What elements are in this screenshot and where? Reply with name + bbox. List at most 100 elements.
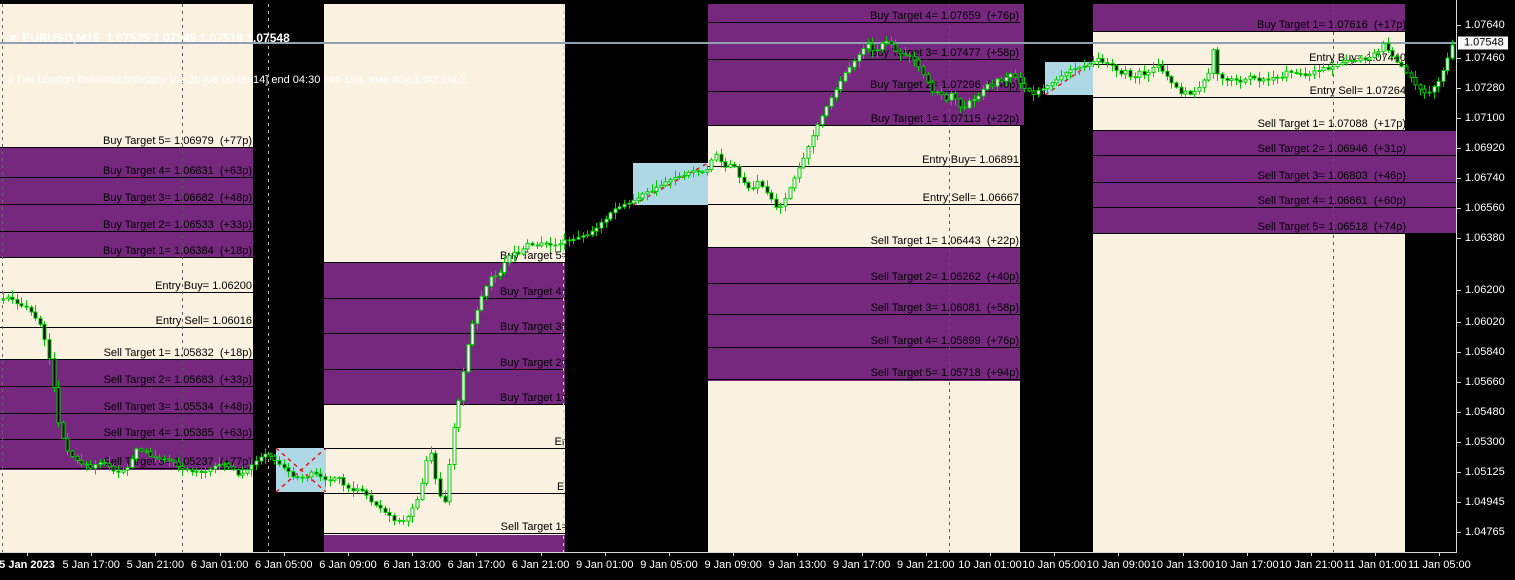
price-axis-tick [1457, 352, 1461, 353]
session-10jan-background [1093, 4, 1405, 553]
level-label: Sell Target 4= 1.05899 (+76p) [870, 335, 1019, 347]
level-label: Buy Target 2= [500, 357, 568, 369]
time-axis-tick [1375, 553, 1377, 556]
time-axis-tick [669, 553, 670, 556]
level-line [0, 204, 253, 205]
level-label: Entry Buy= 1.06891 [922, 154, 1019, 166]
time-axis-tick [1182, 553, 1184, 556]
level-label: Entry Buy= 1.06200 [155, 280, 252, 292]
level-label: Buy Target 3= [500, 321, 568, 333]
level-line [1093, 233, 1457, 234]
time-axis-tick [283, 553, 285, 556]
level-label: Sell Target 2= 1.06262 (+40p) [870, 271, 1019, 283]
target-zone [0, 360, 253, 470]
price-axis-label: 1.05125 [1465, 466, 1505, 478]
chart-title: ▼ EURUSD,M15 1.07525 1.07549 1.07519 1.0… [7, 3, 466, 115]
level-line [708, 247, 1020, 248]
time-axis-tick [925, 553, 927, 556]
time-axis-label: 10 Jan 05:00 [1022, 559, 1086, 571]
level-line [324, 262, 565, 263]
time-axis-label: 6 Jan 21:00 [511, 559, 570, 571]
level-line [1093, 130, 1457, 131]
time-axis-tick [155, 553, 157, 556]
time-axis-label: 9 Jan 01:00 [576, 559, 634, 571]
level-label: Buy Target 3= 1.06682 (+48p) [102, 192, 252, 204]
period-separator-line [182, 4, 183, 553]
breakout-range-box [275, 447, 327, 493]
time-axis-label: 6 Jan 09:00 [319, 559, 377, 571]
level-label: Sell Target 4= 1.05385 (+63p) [103, 427, 252, 439]
price-axis-label: 1.05660 [1465, 376, 1505, 388]
time-axis-label: 10 Jan 13:00 [1150, 559, 1215, 571]
level-line [0, 147, 253, 148]
time-axis-label: 6 Jan 05:00 [255, 559, 313, 571]
level-line [708, 91, 1020, 92]
breakout-diagonal-icon [275, 447, 327, 493]
level-line [1093, 182, 1457, 183]
price-axis-label: 1.05300 [1465, 436, 1505, 448]
price-axis-label: 1.06920 [1465, 142, 1505, 154]
time-axis-tick [733, 553, 735, 556]
level-line [0, 257, 253, 258]
time-axis-tick [27, 553, 28, 556]
time-axis-label: 9 Jan 17:00 [832, 559, 891, 571]
time-axis-tick [861, 553, 863, 556]
level-label: Sell Target 3= 1.05534 (+48p) [103, 401, 252, 413]
time-axis-label: 10 Jan 09:00 [1086, 559, 1151, 571]
time-axis-tick [1054, 553, 1056, 556]
level-line [1093, 64, 1405, 65]
target-zone [1093, 4, 1405, 31]
level-label: Buy Target 2= 1.06533 (+33p) [102, 219, 252, 231]
level-label: Buy Target 4= 1.06831 (+63p) [102, 165, 252, 177]
price-axis-label: 1.07280 [1465, 82, 1505, 94]
price-axis-label: 1.06380 [1465, 232, 1505, 244]
level-label: Sell Target 2= 1.05683 (+33p) [103, 374, 252, 386]
level-label: Buy Target 1= 1.07115 (+22p) [870, 113, 1019, 125]
price-axis-tick [1457, 502, 1461, 503]
time-axis-label: 5 Jan 2023 [0, 559, 55, 571]
level-line [0, 231, 253, 232]
time-axis-label: 5 Jan 17:00 [62, 559, 120, 571]
price-axis-label: 1.07640 [1465, 19, 1505, 31]
level-line [708, 314, 1020, 315]
period-separator-line [949, 4, 950, 553]
time-axis-label: 9 Jan 05:00 [640, 559, 698, 571]
level-line [0, 439, 253, 440]
time-axis-tick [348, 553, 349, 556]
price-axis-label: 1.06560 [1465, 202, 1505, 214]
time-axis-label: 9 Jan 21:00 [897, 559, 955, 571]
time-axis-tick [797, 553, 799, 556]
price-axis-tick [1457, 148, 1461, 149]
time-axis[interactable]: 5 Jan 2023 5 Jan 17:00 5 Jan 21:00 6 Jan 01… [0, 552, 1471, 580]
period-separator-line [563, 4, 564, 553]
level-label: Sell Target 1= 1.07088 (+17p) [1257, 118, 1406, 130]
time-axis-tick [1311, 553, 1312, 556]
price-axis-label: 1.04765 [1465, 526, 1505, 538]
level-label: Sell Target 1= 1.05832 (+18p) [103, 347, 252, 359]
price-axis-tick [1457, 290, 1461, 291]
time-axis-tick [1118, 553, 1120, 556]
price-axis-label: 1.06740 [1465, 172, 1505, 184]
level-label: Er [0, 481, 568, 493]
time-axis-label: 10 Jan 01:00 [958, 559, 1022, 571]
time-axis-label: 9 Jan 09:00 [704, 559, 762, 571]
bid-price-line [0, 42, 1457, 44]
level-label: Sell Target 3= 1.06803 (+46p) [1257, 170, 1406, 182]
price-axis[interactable]: 1.07640 1.07460 1.07280 1.07100 1.06920 1.067… [1456, 0, 1515, 580]
level-line [708, 204, 1020, 205]
level-label: Entry Sell= 1.06667 [922, 192, 1019, 204]
time-axis-tick [1246, 553, 1248, 556]
price-axis-label: 1.07100 [1465, 112, 1505, 124]
level-label: Sell Target 2= 1.06946 (+31p) [1257, 143, 1406, 155]
level-label: Sell Target 4= 1.06661 (+60p) [1257, 195, 1406, 207]
level-line [708, 347, 1020, 348]
period-separator-line [2, 4, 3, 553]
level-line [708, 379, 1020, 380]
time-axis-label: 9 Jan 13:00 [768, 559, 827, 571]
time-axis-tick [540, 553, 542, 556]
indicator-title: 3 Tier London Breakout Indicator V.3.2b … [7, 74, 466, 86]
level-line [324, 369, 565, 370]
level-line [324, 298, 565, 299]
level-line [708, 22, 1020, 23]
